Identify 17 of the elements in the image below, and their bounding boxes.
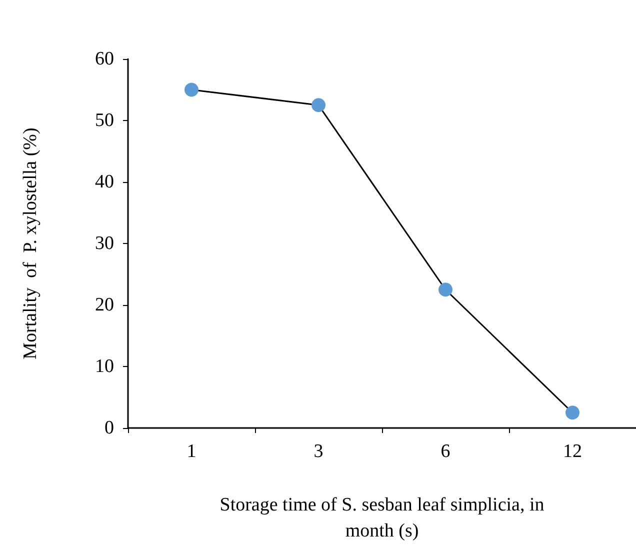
y-tick-label: 50 (95, 110, 114, 131)
point (184, 82, 198, 97)
x-tick-label: 12 (563, 441, 582, 462)
x-axis-title: Storage time of S. sesban leaf simplicia, in month (s) (220, 494, 545, 542)
y-tick-label: 10 (95, 356, 114, 377)
x-tick-label: 1 (186, 441, 196, 462)
x-tick-label: 6 (440, 441, 450, 462)
y-tick-label: 30 (95, 233, 114, 254)
point (566, 406, 580, 420)
y-tick-label: 20 (95, 294, 114, 316)
point (438, 282, 452, 297)
x-tick-label: 3 (314, 441, 324, 462)
y-tick-label: 40 (95, 172, 114, 192)
y-axis-title: Mortality of P. xylostella (%) (20, 128, 41, 360)
y-tick-label: 60 (95, 48, 114, 70)
point (312, 98, 326, 112)
y-tick-label: 0 (104, 418, 114, 438)
